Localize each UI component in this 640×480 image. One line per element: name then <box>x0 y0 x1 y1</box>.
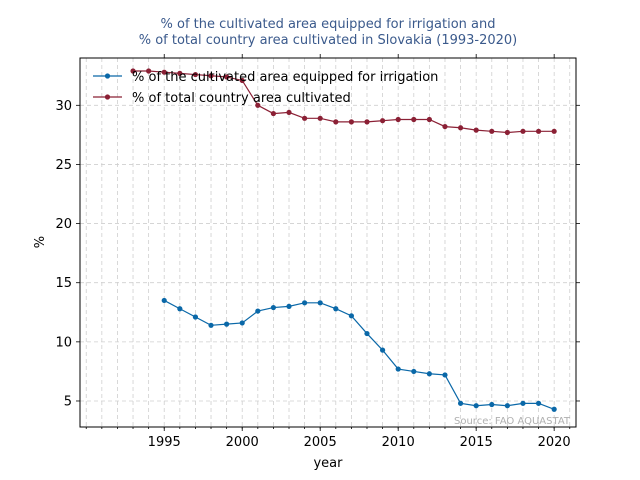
y-tick-label: 10 <box>55 335 72 350</box>
y-tick-label: 5 <box>64 394 72 409</box>
series-line <box>133 70 555 134</box>
data-point <box>395 366 401 372</box>
data-point <box>489 401 495 408</box>
data-point <box>302 300 308 306</box>
axis-ticks: 1995 2000 2005 2010 2015 2020 5 10 15 20 25 30 <box>55 54 580 450</box>
x-tick-label: 2010 <box>382 435 415 450</box>
data-point <box>489 128 495 134</box>
data-point <box>551 128 557 134</box>
x-tick-label: 1995 <box>148 435 181 450</box>
legend-marker-irrigation <box>104 73 111 79</box>
legend-label-cultivated: % of total country area cultivated <box>132 91 351 106</box>
y-tick-label: 20 <box>55 217 72 232</box>
data-point <box>208 73 214 79</box>
data-point <box>161 69 167 75</box>
data-point <box>130 68 136 74</box>
data-point <box>270 110 277 117</box>
series-0 <box>161 297 557 412</box>
grid-lines <box>80 58 576 427</box>
data-point <box>457 400 464 406</box>
data-point <box>364 119 370 125</box>
data-point <box>224 321 230 327</box>
data-point <box>348 119 354 125</box>
data-point <box>333 306 339 312</box>
chart-title-line-2: % of total country area cultivated in Sl… <box>139 33 518 48</box>
data-point <box>442 123 448 130</box>
data-point <box>270 304 277 311</box>
data-point <box>286 109 292 116</box>
data-point <box>239 77 245 84</box>
data-point <box>535 400 542 406</box>
series-line <box>163 299 555 410</box>
data-point <box>457 125 464 131</box>
x-tick-label: 2000 <box>226 435 259 450</box>
x-axis-label: year <box>313 456 343 471</box>
data-point <box>192 314 199 320</box>
x-tick-label: 2020 <box>538 435 571 450</box>
data-point <box>551 406 557 412</box>
data-point <box>255 102 261 108</box>
data-point <box>442 372 448 378</box>
data-point <box>504 129 510 136</box>
data-point <box>348 313 354 319</box>
legend-marker-cultivated <box>104 94 111 100</box>
data-point <box>177 306 183 312</box>
data-point <box>395 116 401 123</box>
data-point <box>535 128 542 134</box>
legend-label-irrigation: % of the cultivated area equipped for ir… <box>132 70 438 85</box>
data-point <box>379 347 386 353</box>
y-tick-label: 15 <box>55 276 72 291</box>
data-point <box>520 400 526 406</box>
data-series <box>130 68 557 412</box>
plot-frame <box>79 57 577 428</box>
data-point <box>161 297 167 304</box>
data-point <box>333 119 339 125</box>
data-point <box>239 320 245 326</box>
data-point <box>411 116 417 123</box>
data-point <box>504 403 510 409</box>
x-tick-label: 2005 <box>304 435 337 450</box>
chart-title-line-1: % of the cultivated area equipped for ir… <box>161 17 496 32</box>
data-point <box>520 128 526 134</box>
data-point <box>208 322 214 328</box>
data-point <box>177 70 183 76</box>
y-tick-label: 30 <box>55 99 72 114</box>
data-point <box>379 118 386 124</box>
data-point <box>224 74 230 80</box>
data-point <box>286 303 292 309</box>
data-point <box>426 371 432 377</box>
data-point <box>364 330 370 337</box>
data-point <box>192 71 199 78</box>
y-tick-label: 25 <box>55 158 72 173</box>
source-note: Source: FAO AQUASTAT <box>454 416 571 427</box>
data-point <box>302 115 308 121</box>
series-1 <box>130 68 557 136</box>
data-point <box>426 116 432 123</box>
x-tick-label: 2015 <box>460 435 493 450</box>
data-point <box>146 68 152 74</box>
data-point <box>473 127 479 133</box>
data-point <box>411 368 417 375</box>
data-point <box>317 115 323 121</box>
legend: % of the cultivated area equipped for ir… <box>93 70 438 106</box>
data-point <box>255 308 261 314</box>
data-point <box>317 300 323 306</box>
data-point <box>473 403 479 409</box>
y-axis-label: % <box>33 236 48 248</box>
